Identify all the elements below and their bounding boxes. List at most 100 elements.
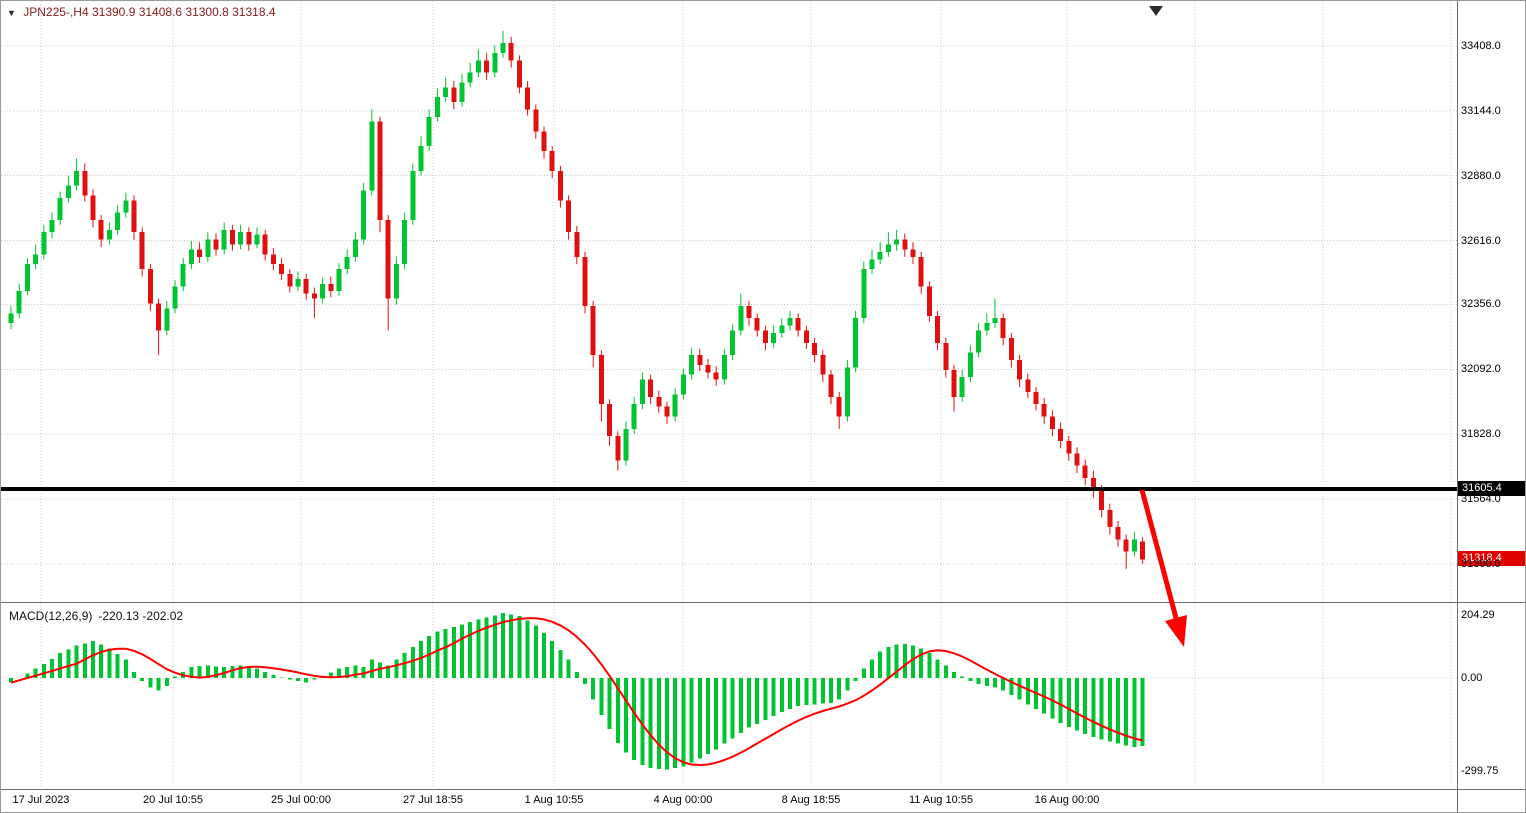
candle-body: [566, 200, 572, 233]
time-label: 27 Jul 18:55: [403, 794, 463, 806]
candle-body: [344, 256, 350, 270]
time-label: 20 Jul 10:55: [143, 794, 203, 806]
candle-body: [844, 367, 850, 417]
candle-body: [771, 332, 777, 343]
candle-body: [664, 406, 670, 417]
price-axis-label: 32092.0: [1461, 363, 1501, 376]
candle-body: [213, 239, 219, 250]
candle-body: [926, 286, 932, 316]
candle-body: [959, 377, 965, 397]
candle-body: [1123, 539, 1129, 552]
candle-body: [967, 352, 973, 378]
candle-body: [639, 379, 645, 405]
candle-body: [680, 374, 686, 395]
candle-body: [377, 121, 383, 220]
candle-body: [820, 355, 826, 375]
candle-body: [607, 404, 613, 437]
price-axis-label: 31300.0: [1461, 557, 1501, 570]
candle-body: [1099, 490, 1105, 510]
candle-body: [402, 219, 408, 265]
candle-body: [328, 283, 334, 292]
candle-body: [254, 234, 260, 245]
candle-body: [262, 234, 268, 255]
ohlc-values: 31390.9 31408.6 31300.8 31318.4: [91, 5, 276, 19]
candle-body: [812, 342, 818, 356]
candle-body: [598, 355, 604, 405]
candle-body: [500, 43, 506, 53]
candle-body: [918, 256, 924, 287]
candle-body: [303, 278, 309, 294]
candle-body: [582, 256, 588, 306]
candle-body: [246, 232, 252, 245]
candle-body: [229, 229, 235, 245]
candle-body: [172, 286, 178, 309]
candle-body: [1033, 391, 1039, 405]
candle-body: [877, 251, 883, 260]
candle-body: [697, 355, 703, 365]
candle-body: [295, 278, 301, 287]
hline-price-badge: 31605.4: [1458, 480, 1525, 496]
timeaxis-separator: [1, 789, 1525, 790]
main-chart-canvas[interactable]: [1, 1, 1457, 602]
candle-body: [787, 318, 793, 326]
symbol-dropdown-icon[interactable]: ▼: [7, 8, 16, 18]
candle-body: [393, 264, 399, 299]
candle-body: [57, 197, 63, 220]
candle-body: [828, 374, 834, 397]
price-axis-label: 32356.0: [1461, 298, 1501, 311]
ohlc-info-bar: ▼ JPN225-,H4 31390.9 31408.6 31300.8 313…: [7, 5, 276, 19]
candle-body: [1082, 465, 1088, 478]
candle-body: [270, 254, 276, 265]
candle-body: [1090, 477, 1096, 491]
candle-body: [1017, 360, 1023, 380]
macd-values: -220.13 -202.02: [98, 609, 184, 623]
candle-body: [910, 249, 916, 257]
candle-body: [902, 239, 908, 250]
candle-body: [418, 146, 424, 171]
candle-body: [615, 436, 621, 461]
candle-body: [869, 259, 875, 270]
candle-body: [180, 264, 186, 287]
candle-body: [1140, 541, 1146, 560]
candle-body: [410, 170, 416, 220]
time-label: 11 Aug 10:55: [908, 794, 974, 806]
candle-body: [853, 318, 859, 368]
candle-body: [65, 185, 71, 198]
current-price-badge: 31318.4: [1458, 551, 1525, 567]
candle-body: [516, 60, 522, 88]
candle-body: [557, 170, 563, 201]
macd-axis[interactable]: 204.29 0.00 -299.75: [1458, 603, 1525, 789]
candle-body: [82, 170, 88, 196]
candle-body: [221, 229, 227, 250]
candle-body: [762, 330, 768, 343]
macd-canvas[interactable]: [1, 603, 1457, 789]
candle-body: [24, 264, 30, 292]
candle-body: [1000, 318, 1006, 338]
candle-body: [779, 325, 785, 333]
candle-body: [943, 342, 949, 370]
axis-separator: [1457, 1, 1458, 812]
price-axis[interactable]: 31605.4 31318.4 33408.0 33144.0 32880.0 326…: [1458, 1, 1525, 602]
candle-body: [131, 200, 137, 233]
candle-body: [320, 283, 326, 299]
time-axis[interactable]: 17 Jul 2023 20 Jul 10:55 25 Jul 00:00 27 Ju…: [1, 790, 1457, 812]
candle-body: [746, 305, 752, 319]
candle-body: [1107, 509, 1113, 528]
candle-body: [33, 254, 39, 265]
price-axis-label: 31828.0: [1461, 428, 1501, 441]
candle-body: [484, 60, 490, 73]
macd-signal-line: [10, 617, 1143, 767]
panel-separator[interactable]: [1, 602, 1525, 603]
candle-body: [115, 212, 121, 230]
time-label: 16 Aug 00:00: [1034, 794, 1100, 806]
candle-body: [836, 396, 842, 417]
chart-shift-icon[interactable]: [1149, 6, 1163, 16]
candle-body: [443, 87, 449, 98]
candle-body: [713, 372, 719, 380]
candle-body: [451, 87, 457, 103]
candle-body: [885, 244, 891, 252]
candle-body: [1041, 404, 1047, 417]
candle-body: [992, 318, 998, 324]
candle-body: [197, 249, 203, 257]
